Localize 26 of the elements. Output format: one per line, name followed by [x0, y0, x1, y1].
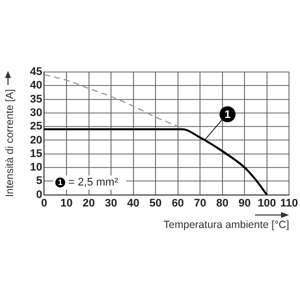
y-tick-label: 20	[30, 134, 42, 146]
x-tick-label: 90	[238, 197, 251, 210]
x-tick-label: 60	[172, 197, 184, 210]
x-tick-label: 80	[216, 197, 228, 210]
annotation: 1 = 2,5 mm²	[58, 176, 118, 189]
x-tick-label: 100	[258, 197, 276, 210]
y-tick-label: 15	[30, 148, 42, 160]
x-tick-label: 20	[82, 197, 95, 210]
x-tick-label: 10	[60, 197, 73, 210]
y-tick-label: 10	[30, 162, 42, 174]
annotation: 1	[224, 108, 231, 121]
x-axis-title: Temperatura ambiente [°C]	[164, 218, 290, 231]
y-tick-label: 5	[36, 175, 42, 188]
y-tick-label: 40	[30, 80, 42, 92]
y-tick-label: 35	[30, 93, 42, 106]
line-series	[44, 74, 183, 129]
x-tick-label: 30	[104, 197, 118, 210]
x-tick-label: 50	[149, 197, 162, 210]
y-axis-title: Intensità di corrente [A]	[4, 88, 16, 197]
x-tick-label: 40	[127, 197, 140, 210]
x-tick-label: 70	[194, 197, 206, 210]
y-tick-label: 0	[36, 188, 42, 201]
y-tick-label: 30	[30, 106, 42, 119]
x-tick-label: 110	[280, 197, 298, 210]
y-tick-label: 45	[30, 66, 42, 78]
y-tick-label: 25	[30, 120, 42, 133]
